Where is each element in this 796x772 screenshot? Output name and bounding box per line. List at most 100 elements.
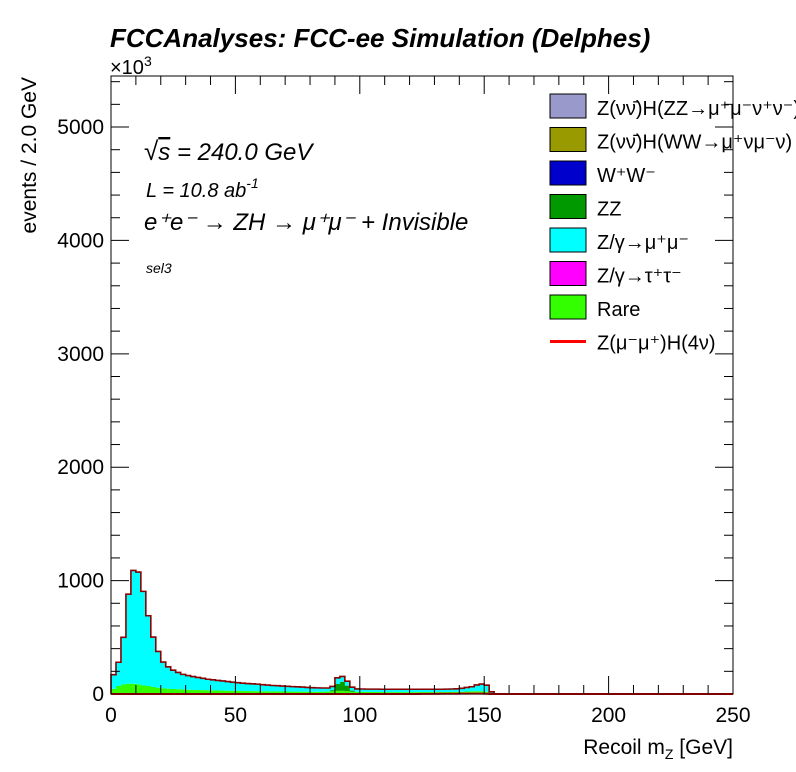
chart-title: FCCAnalyses: FCC-ee Simulation (Delphes) [110, 23, 650, 53]
bar-0-4 [130, 683, 137, 694]
bar-2-66 [439, 689, 445, 693]
y-tick-label-4: 4000 [57, 229, 104, 252]
bar-2-52 [369, 689, 376, 692]
bar-0-49 [354, 691, 361, 694]
bar-0-42 [319, 691, 326, 694]
bar-2-59 [404, 689, 410, 693]
bar-0-9 [155, 687, 162, 694]
bar-2-72 [469, 686, 475, 692]
x-axis-label: Recoil mZ [GeV] [583, 736, 733, 762]
bar-2-2 [120, 637, 127, 685]
bar-0-36 [290, 691, 296, 694]
legend-label-1: Z(νν̄)H(WW→μ⁺νμ⁻ν) [597, 132, 792, 154]
bar-2-22 [220, 680, 226, 691]
bar-1-47 [344, 685, 351, 692]
x-tick-label-3: 150 [467, 704, 502, 727]
bar-0-33 [275, 691, 281, 694]
bar-2-54 [379, 689, 385, 693]
x-tick-label-1: 50 [224, 704, 247, 727]
bar-2-23 [225, 681, 231, 691]
stacked-histogram [111, 570, 500, 694]
x-tick-label-0: 0 [105, 704, 117, 727]
bar-2-27 [245, 683, 251, 692]
bar-2-69 [454, 688, 460, 692]
bar-2-9 [155, 651, 162, 688]
bar-2-12 [170, 670, 176, 690]
bar-2-16 [190, 676, 196, 690]
legend-swatch-1 [549, 127, 587, 152]
bar-2-65 [434, 689, 440, 693]
bar-0-35 [285, 691, 291, 694]
bar-0-3 [125, 683, 132, 694]
bar-2-43 [324, 687, 331, 692]
bar-2-61 [414, 689, 420, 693]
bar-0-24 [230, 690, 236, 694]
bar-0-23 [225, 690, 231, 694]
bar-2-50 [359, 689, 366, 692]
bar-0-46 [339, 690, 346, 694]
bar-0-18 [200, 690, 206, 694]
bar-2-44 [329, 686, 336, 691]
lumi-annotation: L = 10.8 ab-1 [146, 175, 259, 202]
bar-0-52 [369, 691, 376, 694]
bar-2-14 [180, 674, 186, 690]
bar-0-37 [295, 691, 301, 694]
stack-outline [110, 569, 733, 695]
plot-frame [110, 75, 734, 695]
bar-2-4 [130, 570, 137, 684]
bar-2-29 [255, 684, 261, 692]
legend-swatch-5 [549, 261, 587, 286]
bar-2-10 [160, 662, 167, 689]
bar-0-10 [160, 688, 167, 694]
bar-2-55 [384, 689, 390, 693]
bar-2-63 [424, 689, 430, 693]
bar-2-75 [484, 685, 490, 692]
bar-0-26 [240, 690, 246, 694]
y-tick-label-1: 1000 [57, 570, 104, 593]
bar-0-45 [334, 690, 341, 694]
bar-2-15 [185, 675, 191, 690]
process-annotation: e⁺e⁻ → ZH → μ⁺μ⁻ + Invisible [144, 209, 468, 236]
legend-label-7: Z(μ⁻μ⁺)H(4ν) [597, 333, 716, 355]
bar-2-51 [364, 689, 371, 692]
y-tick-label-3: 3000 [57, 343, 104, 366]
bar-2-49 [354, 688, 361, 692]
bar-2-42 [319, 687, 326, 692]
bar-2-34 [280, 686, 286, 692]
bar-0-30 [260, 691, 266, 694]
bar-0-73 [474, 691, 480, 694]
bar-2-73 [474, 684, 480, 692]
bar-2-30 [260, 684, 266, 692]
legend-swatch-3 [549, 194, 587, 219]
bar-0-48 [349, 691, 356, 694]
bar-0-47 [344, 691, 351, 694]
bar-2-21 [215, 680, 221, 691]
bar-2-37 [295, 686, 301, 692]
bar-0-40 [310, 691, 316, 694]
bar-2-0 [111, 674, 117, 689]
bar-2-25 [235, 682, 241, 691]
bar-0-32 [270, 691, 276, 694]
y-tick-label-5: 5000 [57, 116, 104, 139]
bar-0-13 [175, 689, 181, 694]
bar-2-36 [290, 686, 296, 692]
bar-2-64 [429, 689, 435, 693]
bar-0-44 [329, 691, 336, 694]
bar-2-5 [135, 572, 142, 685]
bar-2-13 [175, 672, 181, 690]
bar-0-51 [364, 691, 371, 694]
bar-0-20 [210, 690, 216, 694]
y-tick-label-0: 0 [92, 683, 104, 706]
y-axis-label: events / 2.0 GeV [18, 77, 41, 233]
bar-2-18 [200, 678, 206, 691]
y-multiplier: ×103 [110, 53, 152, 79]
bar-2-48 [349, 687, 356, 691]
bar-0-5 [135, 684, 142, 694]
bar-0-34 [280, 691, 286, 694]
bar-2-11 [165, 666, 172, 689]
bar-0-38 [300, 691, 306, 694]
bar-2-6 [140, 591, 147, 686]
bar-2-26 [240, 683, 246, 691]
bar-1-46 [339, 681, 346, 691]
